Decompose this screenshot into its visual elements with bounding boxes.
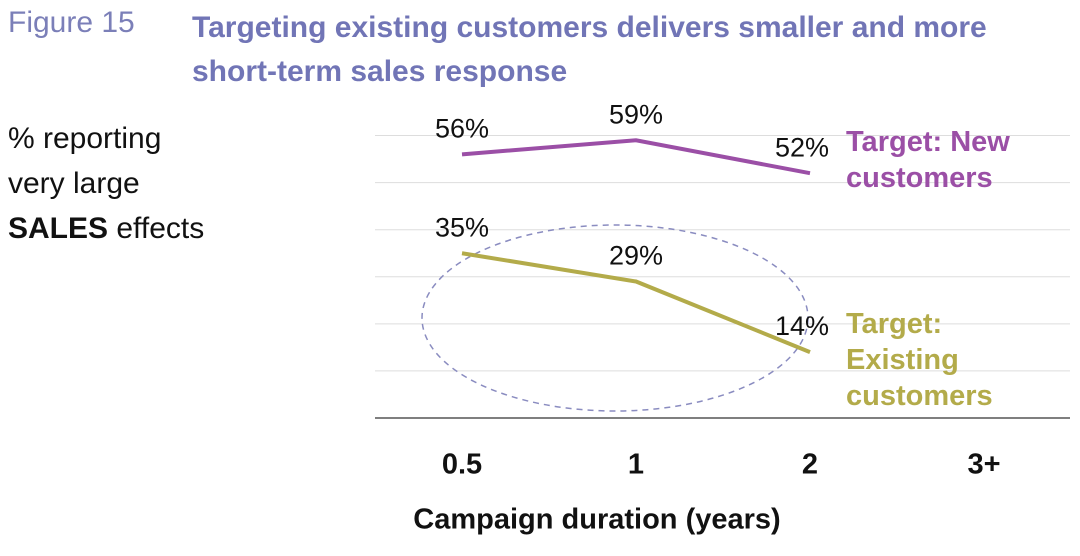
- highlight-ellipse: [421, 224, 809, 412]
- figure-label: Figure 15: [8, 6, 135, 39]
- x-tick-label: 2: [802, 449, 818, 481]
- x-tick-label: 3+: [967, 449, 1000, 481]
- chart-title: Targeting existing customers delivers sm…: [192, 11, 987, 88]
- data-label: 56%: [435, 113, 489, 143]
- x-tick-label: 0.5: [442, 449, 482, 481]
- data-label: 59%: [609, 99, 663, 129]
- series-line: [461, 138, 811, 176]
- grid: [375, 135, 1070, 419]
- data-label: 14%: [775, 311, 829, 341]
- y-label-emphasis: SALES: [8, 212, 109, 245]
- y-label-line: SALES effects: [8, 206, 204, 251]
- x-axis-label: Campaign duration (years): [413, 504, 780, 536]
- y-label-line: % reporting: [8, 122, 162, 155]
- legend-entry: Target: Existing customers: [846, 308, 993, 412]
- data-label: 52%: [775, 132, 829, 162]
- data-label: 35%: [435, 212, 489, 242]
- legend-entry: Target: New customers: [846, 126, 1010, 194]
- y-label-line: very large: [8, 167, 140, 200]
- y-axis-label: % reporting very large SALES effects: [8, 116, 204, 251]
- data-label: 29%: [609, 241, 663, 271]
- series-line: [461, 251, 811, 354]
- x-tick-label: 1: [628, 449, 644, 481]
- y-label-tail: effects: [116, 212, 205, 245]
